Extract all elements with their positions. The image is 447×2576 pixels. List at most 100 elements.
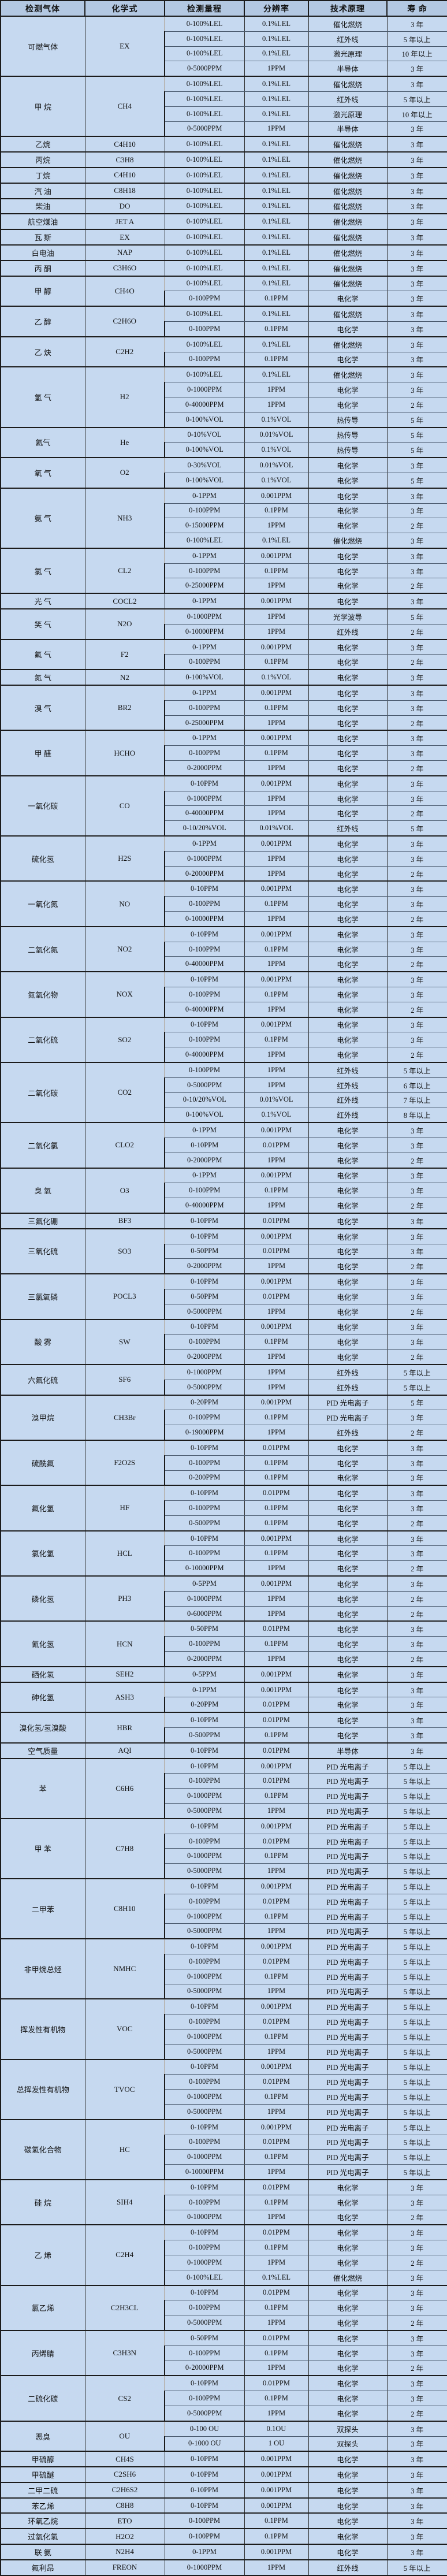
range-cell: 0-40000PPM [164, 956, 245, 972]
principle-cell: PID 光电离子 [308, 2118, 388, 2135]
principle-cell: 电化学 [308, 638, 388, 655]
range-cell: 0-1000PPM [164, 2559, 245, 2576]
gas-name-cell: 三氯氧磷 [0, 1273, 85, 1320]
lifespan-cell: 3 年 [386, 2481, 447, 2499]
lifespan-cell: 3 年 [386, 121, 447, 137]
formula-cell: N2O [84, 608, 165, 640]
lifespan-cell: 2 年 [386, 760, 447, 776]
resolution-cell: 0.01%VOL [244, 457, 309, 473]
range-cell: 0-10PPM [164, 1530, 245, 1547]
resolution-cell: 1PPM [244, 2103, 309, 2120]
range-cell: 0-100%LEL [164, 275, 245, 292]
principle-cell: 激光原理 [308, 106, 388, 122]
lifespan-cell: 2 年 [386, 911, 447, 927]
gas-name-cell: 氟化氢 [0, 1485, 85, 1532]
resolution-cell: 0.001PPM [244, 1273, 309, 1289]
principle-cell: 电化学 [308, 1697, 388, 1713]
table-row: 三氧化硫 SO3 0-10PPM 0.001PPM 电化学 3 年 [0, 1228, 447, 1274]
range-cell: 0-10PPM [164, 2497, 245, 2514]
principle-cell: 半导体 [308, 61, 388, 77]
resolution-cell: 1PPM [244, 2559, 309, 2576]
principle-cell: 电化学 [308, 563, 388, 579]
lifespan-cell: 3 年 [386, 291, 447, 307]
resolution-cell: 1PPM [244, 1560, 309, 1577]
range-cell: 0-40000PPM [164, 1198, 245, 1214]
principle-cell: PID 光电离子 [308, 1998, 388, 2015]
range-cell: 0-10PPM [164, 1757, 245, 1774]
table-row: 氯乙烯 C2H3CL 0-10PPM 0.01PPM 电化学 3 年 [0, 2284, 447, 2331]
gas-name-cell: 光 气 [0, 593, 85, 609]
lifespan-cell: 3 年 [386, 457, 447, 473]
gas-name-cell: 恶臭 [0, 2420, 85, 2452]
resolution-cell: 1PPM [244, 1077, 309, 1093]
lifespan-cell: 5 年以上 [386, 1757, 447, 1774]
table-row: 0-50PPM 0.01PPM 电化学 3 年 [1, 1288, 447, 1304]
table-row: 氯化氢 HCL 0-10PPM 0.001PPM 电化学 3 年 [0, 1530, 447, 1577]
gas-name-cell: 溴甲烷 [0, 1394, 85, 1441]
lifespan-cell: 3 年 [386, 987, 447, 1002]
lifespan-cell: 3 年 [386, 2224, 447, 2241]
range-cell: 0-20000PPM [164, 865, 245, 882]
principle-cell: 电化学 [308, 1681, 388, 1698]
lifespan-cell: 3 年 [386, 2466, 447, 2483]
gas-name-cell: 甲硫醚 [0, 2466, 85, 2483]
resolution-cell: 1PPM [244, 2360, 309, 2376]
principle-cell: 催化燃烧 [308, 198, 388, 214]
resolution-cell: 0.001PPM [244, 2466, 309, 2483]
range-cell: 0-5000PPM [164, 2103, 245, 2120]
resolution-cell: 1PPM [244, 790, 309, 806]
principle-cell: PID 光电离子 [308, 2014, 388, 2029]
resolution-cell: 1PPM [244, 865, 309, 882]
lifespan-cell: 2 年 [386, 396, 447, 412]
range-cell: 0-100%LEL [164, 166, 245, 184]
header-principle: 技术原理 [308, 0, 388, 17]
table-row: 0-100PPM 0.1PPM 电化学 3 年 [1, 2345, 447, 2361]
principle-cell: 电化学 [308, 2466, 388, 2483]
formula-cell: C2SH6 [84, 2466, 165, 2483]
principle-cell: 电化学 [308, 1590, 388, 1607]
range-cell: 0-100PPM [164, 1500, 245, 1516]
gas-name-cell: 汽 油 [0, 182, 85, 199]
resolution-cell: 1PPM [244, 578, 309, 594]
resolution-cell: 0.01PPM [244, 1212, 309, 1229]
table-row: 0-1000PPM 1PPM 电化学 2 年 [1, 2254, 447, 2270]
gas-name-cell: 六氟化硫 [0, 1363, 85, 1396]
table-row: 氦气 He 0-10%VOL 0.01%VOL 热传导 5 年 [0, 426, 447, 458]
principle-cell: 电化学 [308, 2254, 388, 2270]
table-row: 二甲二硫 C2H6S2 0-10PPM 0.001PPM 电化学 3 年 [0, 2481, 447, 2499]
table-row: 0-100PPM 0.01PPM PID 光电离子 5 年以上 [1, 1773, 447, 1789]
range-cell: 0-100PPM [164, 654, 245, 670]
principle-cell: PID 光电离子 [308, 1938, 388, 1955]
table-row: 笑 气 N2O 0-1000PPM 1PPM 光学波导 5 年 [0, 608, 447, 640]
lifespan-cell: 5 年以上 [386, 2149, 447, 2165]
lifespan-cell: 5 年 [386, 442, 447, 458]
principle-cell: 电化学 [308, 2497, 388, 2514]
gas-name-cell: 氯 气 [0, 547, 85, 594]
resolution-cell: 1PPM [244, 2254, 309, 2270]
resolution-cell: 0.1PPM [244, 2300, 309, 2316]
principle-cell: 电化学 [308, 987, 388, 1002]
lifespan-cell: 10 年以上 [386, 46, 447, 62]
resolution-cell: 0.1%VOL [244, 1107, 309, 1123]
range-cell: 0-1000PPM [164, 1788, 245, 1804]
lifespan-cell: 5 年以上 [386, 2074, 447, 2090]
formula-cell: CH3Br [84, 1394, 165, 1441]
principle-cell: 电化学 [308, 578, 388, 594]
resolution-cell: 0.1PPM [244, 1908, 309, 1924]
resolution-cell: 1PPM [244, 1047, 309, 1063]
formula-cell: FREON [84, 2559, 165, 2576]
lifespan-cell: 5 年以上 [386, 1998, 447, 2015]
resolution-cell: 0.01%VOL [244, 426, 309, 443]
lifespan-cell: 5 年 [386, 608, 447, 625]
resolution-cell: 0.1%LEL [244, 106, 309, 122]
formula-cell: N2 [84, 669, 165, 686]
resolution-cell: 0.001PPM [244, 730, 309, 746]
principle-cell: PID 光电离子 [308, 2134, 388, 2150]
table-row: 一氧化碳 CO 0-10PPM 0.001PPM 电化学 3 年 [0, 775, 447, 837]
table-row: 氮 气 N2 0-100%VOL 0.1%VOL 电化学 3 年 [0, 669, 447, 686]
formula-cell: POCL3 [84, 1273, 165, 1320]
resolution-cell: 0.001PPM [244, 2118, 309, 2135]
lifespan-cell: 3 年 [386, 2284, 447, 2301]
range-cell: 0-5000PPM [164, 2405, 245, 2422]
range-cell: 0-40000PPM [164, 1001, 245, 1018]
